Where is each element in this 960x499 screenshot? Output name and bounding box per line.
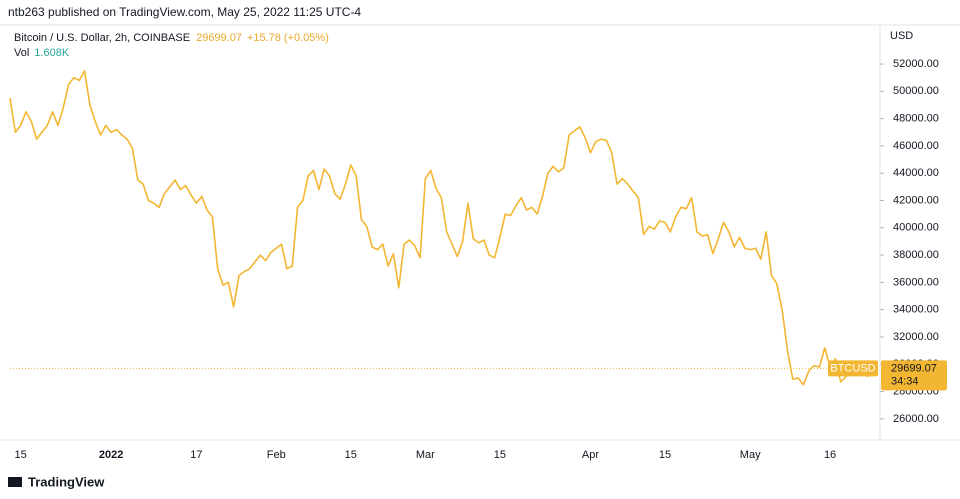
change: +15.78 — [247, 32, 281, 44]
symbol-label: BTCUSD — [830, 362, 875, 374]
price-tag — [881, 360, 947, 391]
x-tick-label: 15 — [15, 449, 27, 461]
y-tick-label: 48000.00 — [893, 113, 939, 125]
x-tick-label: May — [740, 449, 761, 461]
x-tick-label: 16 — [824, 449, 836, 461]
y-tick-label: 42000.00 — [893, 194, 939, 206]
vol-line: Vol 1.608K — [14, 47, 70, 59]
y-tick-label: 38000.00 — [893, 249, 939, 261]
x-tick-label: Apr — [582, 449, 599, 461]
last-price: 29699.07 — [196, 32, 242, 44]
y-tick-label: 44000.00 — [893, 167, 939, 179]
logo-mark — [8, 477, 22, 487]
y-tick-label: 36000.00 — [893, 276, 939, 288]
unit-label: USD — [890, 30, 913, 42]
price-tag-label: 29699.07 — [891, 362, 937, 374]
x-tick-label: 15 — [345, 449, 357, 461]
x-tick-label: 17 — [190, 449, 202, 461]
countdown-label: 34:34 — [891, 375, 919, 387]
brand: TradingView — [28, 474, 105, 489]
x-tick-label: 15 — [494, 449, 506, 461]
legend-line: Bitcoin / U.S. Dollar, 2h, COINBASE 29699… — [14, 32, 329, 44]
y-tick-label: 40000.00 — [893, 222, 939, 234]
price-line — [9, 70, 879, 386]
y-tick-label: 32000.00 — [893, 331, 939, 343]
published-line: ntb263 published on TradingView.com, May… — [8, 5, 361, 19]
y-tick-label: 50000.00 — [893, 85, 939, 97]
x-tick-label: 15 — [659, 449, 671, 461]
y-tick-label: 26000.00 — [893, 413, 939, 425]
x-tick-label: Mar — [416, 449, 435, 461]
vol-value: 1.608K — [34, 47, 70, 59]
change-pct: (+0.05%) — [284, 32, 329, 44]
symbol-title: Bitcoin / U.S. Dollar, 2h, COINBASE — [14, 32, 190, 44]
vol-label: Vol — [14, 47, 29, 59]
y-tick-label: 46000.00 — [893, 140, 939, 152]
symbol-tag — [828, 360, 878, 377]
brand-logo: TradingView — [8, 474, 105, 489]
y-tick-label: 52000.00 — [893, 58, 939, 70]
y-tick-label: 34000.00 — [893, 304, 939, 316]
x-tick-label: 2022 — [99, 449, 123, 461]
x-tick-label: Feb — [267, 449, 286, 461]
